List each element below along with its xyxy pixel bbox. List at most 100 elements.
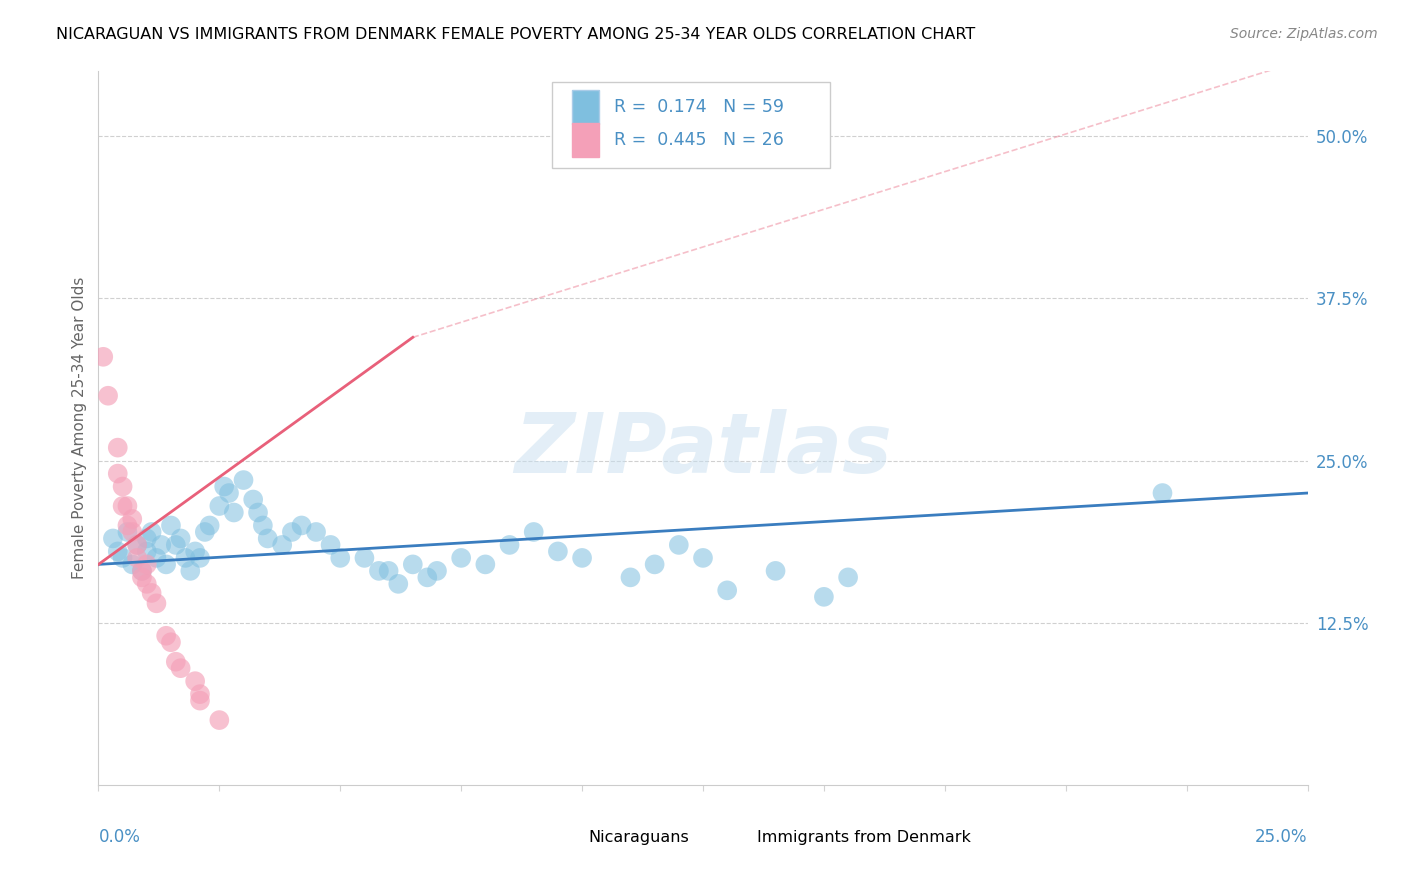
Point xyxy=(498,538,520,552)
Point xyxy=(644,558,666,572)
Point xyxy=(127,538,149,552)
Point xyxy=(111,499,134,513)
Point xyxy=(208,499,231,513)
Point xyxy=(256,532,278,546)
Point xyxy=(416,570,439,584)
Point xyxy=(218,486,240,500)
Point xyxy=(135,532,157,546)
Point xyxy=(107,467,129,481)
FancyBboxPatch shape xyxy=(727,826,749,849)
Point xyxy=(97,389,120,403)
Text: R =  0.174   N = 59: R = 0.174 N = 59 xyxy=(613,98,783,116)
Text: 25.0%: 25.0% xyxy=(1256,828,1308,846)
Point xyxy=(837,570,859,584)
Point xyxy=(145,550,167,565)
Point xyxy=(131,570,153,584)
Point xyxy=(107,441,129,455)
Point xyxy=(523,524,546,539)
Point xyxy=(101,532,124,546)
Point xyxy=(716,583,738,598)
Point xyxy=(117,518,139,533)
Point xyxy=(141,524,163,539)
Text: 0.0%: 0.0% xyxy=(98,828,141,846)
Point xyxy=(155,558,177,572)
Point xyxy=(121,512,143,526)
Text: R =  0.445   N = 26: R = 0.445 N = 26 xyxy=(613,131,783,149)
Point xyxy=(117,524,139,539)
Point xyxy=(426,564,449,578)
Point xyxy=(135,558,157,572)
Point xyxy=(319,538,342,552)
Point xyxy=(184,674,207,689)
Point xyxy=(111,550,134,565)
Point xyxy=(247,506,270,520)
Point xyxy=(271,538,294,552)
Point xyxy=(252,518,274,533)
FancyBboxPatch shape xyxy=(551,82,830,168)
Point xyxy=(194,524,217,539)
Point xyxy=(571,550,593,565)
Point xyxy=(668,538,690,552)
Point xyxy=(547,544,569,558)
Point xyxy=(165,655,187,669)
Point xyxy=(1152,486,1174,500)
Text: Nicaraguans: Nicaraguans xyxy=(588,830,689,846)
Point xyxy=(188,693,211,707)
Point xyxy=(377,564,399,578)
Y-axis label: Female Poverty Among 25-34 Year Olds: Female Poverty Among 25-34 Year Olds xyxy=(72,277,87,579)
Point xyxy=(281,524,304,539)
Point xyxy=(368,564,391,578)
Point xyxy=(353,550,375,565)
Point xyxy=(121,558,143,572)
Point xyxy=(232,473,254,487)
Point xyxy=(169,532,191,546)
Point xyxy=(305,524,328,539)
Point xyxy=(141,586,163,600)
Point xyxy=(160,635,183,649)
Point xyxy=(813,590,835,604)
Text: Immigrants from Denmark: Immigrants from Denmark xyxy=(758,830,972,846)
Point xyxy=(150,538,173,552)
Point xyxy=(160,518,183,533)
FancyBboxPatch shape xyxy=(558,826,579,849)
Point xyxy=(131,564,153,578)
Point xyxy=(145,596,167,610)
Point xyxy=(169,661,191,675)
Point xyxy=(765,564,787,578)
Point xyxy=(127,550,149,565)
Point xyxy=(188,550,211,565)
Point xyxy=(174,550,197,565)
Point xyxy=(107,544,129,558)
Point xyxy=(198,518,221,533)
Point xyxy=(121,524,143,539)
Point xyxy=(290,518,312,533)
Point xyxy=(184,544,207,558)
Point xyxy=(131,564,153,578)
Point xyxy=(165,538,187,552)
Point xyxy=(212,479,235,493)
Point xyxy=(619,570,641,584)
Point xyxy=(155,629,177,643)
Text: ZIPatlas: ZIPatlas xyxy=(515,409,891,490)
Point xyxy=(188,687,211,701)
FancyBboxPatch shape xyxy=(572,123,599,157)
Point xyxy=(242,492,264,507)
Point xyxy=(111,479,134,493)
Point xyxy=(127,538,149,552)
Point xyxy=(91,350,114,364)
Point xyxy=(117,499,139,513)
Point xyxy=(135,544,157,558)
Point xyxy=(692,550,714,565)
Point xyxy=(329,550,352,565)
Point xyxy=(179,564,201,578)
Point xyxy=(450,550,472,565)
Point xyxy=(402,558,425,572)
Point xyxy=(208,713,231,727)
Text: NICARAGUAN VS IMMIGRANTS FROM DENMARK FEMALE POVERTY AMONG 25-34 YEAR OLDS CORRE: NICARAGUAN VS IMMIGRANTS FROM DENMARK FE… xyxy=(56,27,976,42)
Point xyxy=(474,558,496,572)
Text: Source: ZipAtlas.com: Source: ZipAtlas.com xyxy=(1230,27,1378,41)
FancyBboxPatch shape xyxy=(572,90,599,124)
Point xyxy=(222,506,245,520)
Point xyxy=(135,577,157,591)
Point xyxy=(387,577,409,591)
